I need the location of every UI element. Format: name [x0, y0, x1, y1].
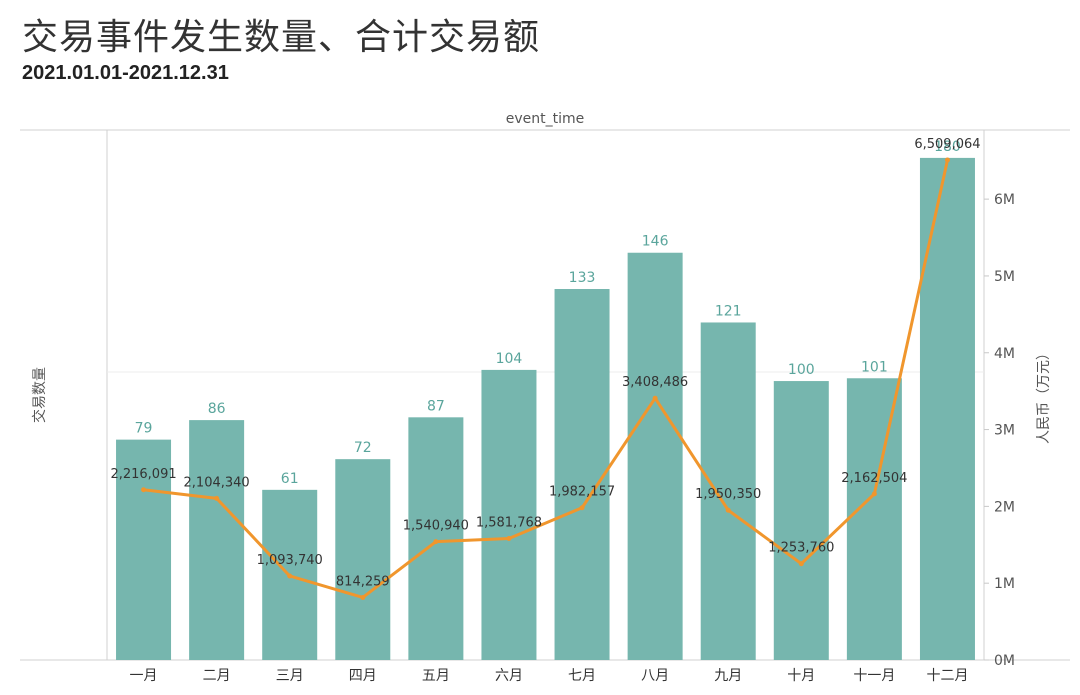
- bar: [846, 378, 902, 660]
- bar: [627, 252, 683, 660]
- line-point: [798, 561, 804, 567]
- bar-value-label: 87: [427, 398, 445, 414]
- line-point: [287, 573, 293, 579]
- bar: [700, 322, 756, 660]
- x-tick-label: 十二月: [926, 668, 968, 684]
- y-axis-left-title: 交易数量: [31, 367, 48, 423]
- x-tick-label: 七月: [568, 668, 596, 684]
- x-tick-label: 三月: [276, 668, 304, 684]
- line-point: [433, 539, 439, 545]
- y-right-tick-label: 2M: [994, 499, 1015, 515]
- line-point: [579, 505, 585, 511]
- line-series: [143, 159, 949, 599]
- line-point: [506, 536, 512, 542]
- x-tick-label: 四月: [349, 668, 377, 684]
- y-right-tick-label: 6M: [994, 192, 1015, 208]
- line-value-label: 1,253,760: [768, 541, 834, 556]
- line-value-label: 6,509,064: [914, 137, 980, 152]
- x-tick-label: 九月: [714, 668, 742, 684]
- bar: [408, 417, 464, 660]
- y-right-tick-label: 5M: [994, 269, 1015, 285]
- y-right-tick-label: 1M: [994, 576, 1015, 592]
- line-value-label: 1,950,350: [695, 487, 761, 502]
- bar: [554, 289, 610, 660]
- bar-value-label: 100: [788, 362, 815, 378]
- bar-value-label: 104: [496, 351, 523, 367]
- line-value-label: 1,982,157: [549, 485, 615, 500]
- bar: [919, 157, 975, 661]
- header-label: event_time: [506, 111, 585, 127]
- x-tick-label: 十月: [787, 668, 815, 684]
- bar-value-label: 79: [135, 421, 153, 437]
- chart-title: 交易事件发生数量、合计交易额: [22, 17, 541, 58]
- bar-value-label: 133: [569, 270, 596, 286]
- line-point: [725, 507, 731, 513]
- x-tick-label: 八月: [641, 668, 669, 684]
- bar-value-label: 101: [861, 359, 888, 375]
- bar-value-label: 146: [642, 234, 669, 250]
- line-point: [141, 487, 147, 493]
- line-point: [652, 395, 658, 401]
- line-value-label: 2,104,340: [184, 475, 250, 490]
- y-right-tick-label: 0M: [994, 653, 1015, 669]
- bar-value-label: 121: [715, 303, 742, 319]
- line-value-label: 2,216,091: [110, 467, 176, 482]
- y-right-tick-label: 4M: [994, 346, 1015, 362]
- x-tick-label: 二月: [203, 668, 231, 684]
- line-value-label: 1,581,768: [476, 516, 542, 531]
- line-value-label: 1,093,740: [257, 553, 323, 568]
- line-value-label: 814,259: [336, 574, 390, 589]
- y-right-tick-label: 3M: [994, 423, 1015, 439]
- line-point: [214, 495, 220, 501]
- bar-value-label: 180: [934, 139, 961, 155]
- bar-value-label: 61: [281, 471, 299, 487]
- bar: [773, 381, 829, 660]
- line-point: [871, 491, 877, 497]
- bar-value-label: 72: [354, 440, 372, 456]
- x-tick-label: 五月: [422, 668, 450, 684]
- bar: [116, 439, 172, 660]
- line-point: [944, 157, 950, 163]
- x-tick-label: 十一月: [853, 668, 895, 684]
- bar: [481, 369, 537, 660]
- y-axis-right-title: 人民币（万元）: [1036, 346, 1052, 444]
- line-value-label: 1,540,940: [403, 519, 469, 534]
- bar: [189, 420, 245, 660]
- chart-subtitle: 2021.01.01-2021.12.31: [22, 62, 229, 84]
- line-value-label: 2,162,504: [841, 471, 907, 486]
- bar: [335, 459, 391, 660]
- x-tick-label: 六月: [495, 668, 523, 684]
- x-tick-label: 一月: [130, 668, 158, 684]
- line-value-label: 3,408,486: [622, 375, 688, 390]
- bar-value-label: 86: [208, 401, 226, 417]
- line-point: [360, 594, 366, 600]
